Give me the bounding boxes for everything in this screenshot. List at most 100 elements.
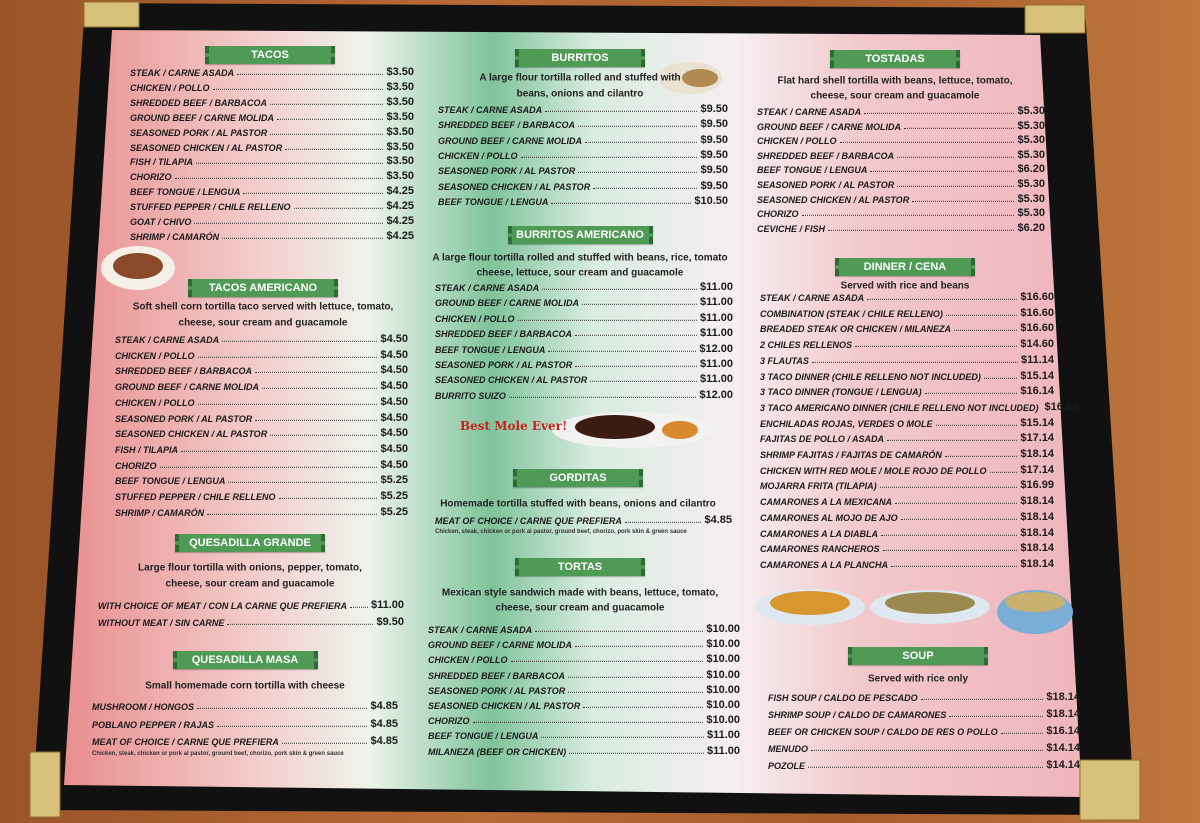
leader [228, 482, 378, 484]
leader [989, 471, 1018, 473]
leader [517, 319, 697, 321]
item-name: SEASONED CHICKEN / AL PASTOR [757, 194, 910, 205]
item-name: MUSHROOM / HONGOS [92, 701, 195, 712]
item-name: SHRIMP SOUP / CALDO DE CAMARONES [768, 709, 947, 720]
item-price: $5.30 [1017, 148, 1045, 161]
item-name: BURRITO SUIZO [435, 390, 506, 401]
item-name: SHREDDED BEEF / BARBACOA [428, 670, 566, 681]
item-price: $3.50 [386, 155, 414, 168]
section-title: GORDITAS [513, 469, 643, 487]
item-name: CHORIZO [130, 172, 172, 183]
item-price: $3.50 [386, 170, 414, 183]
leader [983, 377, 1018, 379]
leader [545, 110, 698, 112]
menu-item: SHRIMP / CAMARÓN $5.25 [115, 505, 408, 517]
section-description: cheese, sour cream and guacamole [810, 90, 980, 102]
item-name: 3 TACO DINNER (TONGUE / LENGUA) [760, 386, 922, 397]
menu-item: CHICKEN / POLLO $9.50 [438, 149, 728, 161]
item-name: CHORIZO [428, 715, 470, 726]
section-title: BURRITOS AMERICANO [507, 226, 653, 244]
item-name: SHREDDED BEEF / BARBACOA [435, 328, 573, 339]
menu-item: MUSHROOM / HONGOS $4.85 [92, 700, 398, 712]
item-name: SEASONED PORK / AL PASTOR [115, 413, 253, 424]
leader [881, 534, 1018, 536]
item-name: STUFFED PEPPER / CHILE RELLENO [130, 201, 291, 212]
menu-item: BREADED STEAK OR CHICKEN / MILANEZA $16.6… [760, 322, 1054, 334]
leader [270, 103, 384, 105]
item-price: $3.50 [386, 140, 414, 153]
item-name: STEAK / CARNE ASADA [760, 292, 865, 303]
item-price: $18.14 [1020, 526, 1054, 539]
item-name: SHRIMP FAJITAS / FAJITAS DE CAMARÓN [760, 449, 942, 460]
item-price: $4.85 [704, 513, 732, 526]
leader [181, 450, 378, 452]
item-name: CHICKEN WITH RED MOLE / MOLE ROJO DE POL… [760, 465, 987, 476]
item-name: GROUND BEEF / CARNE MOLIDA [130, 112, 274, 123]
leader [472, 721, 704, 723]
leader [897, 156, 1015, 158]
leader [575, 365, 697, 367]
item-name: STUFFED PEPPER / CHILE RELLENO [115, 491, 276, 502]
item-name: GROUND BEEF / CARNE MOLIDA [438, 135, 582, 146]
leader [510, 661, 704, 663]
leader [197, 707, 368, 709]
item-name: CAMARONES A LA DIABLA [760, 528, 878, 539]
item-name: CHICKEN / POLLO [438, 150, 518, 161]
item-name: CHICKEN / POLLO [115, 397, 195, 408]
leader [578, 171, 698, 173]
item-price: $11.00 [706, 744, 740, 757]
item-price: $16.60 [1020, 306, 1054, 319]
section-title: TORTAS [515, 558, 645, 576]
item-name: 3 TACO AMERICANO DINNER (CHILE RELLENO N… [760, 402, 1039, 413]
menu-item: SEASONED PORK / AL PASTOR $11.00 [435, 358, 733, 370]
item-price: $11.00 [699, 357, 733, 370]
menu-item: SHRIMP FAJITAS / FAJITAS DE CAMARÓN $18.1… [760, 448, 1054, 460]
menu-item: CEVICHE / FISH $6.20 [757, 222, 1045, 234]
section-description: A large flour tortilla rolled and stuffe… [432, 252, 728, 264]
menu-item: BEEF OR CHICKEN SOUP / CALDO DE RES O PO… [768, 725, 1080, 737]
item-name: SHRIMP / CAMARÓN [115, 507, 205, 518]
menu-item: CHORIZO $3.50 [130, 170, 414, 182]
menu-item: SHREDDED BEEF / BARBACOA $5.30 [757, 149, 1045, 161]
leader [174, 178, 384, 180]
menu-item: STEAK / CARNE ASADA $9.50 [438, 103, 728, 115]
menu-item: FISH / TILAPIA $4.50 [115, 443, 408, 455]
menu-item: STEAK / CARNE ASADA $11.00 [435, 281, 733, 293]
section-description: cheese, sour cream and guacamole [495, 602, 665, 614]
menu-item: BEEF TONGUE / LENGUA $10.50 [438, 195, 728, 207]
menu-item: GROUND BEEF / CARNE MOLIDA $3.50 [130, 110, 414, 122]
section-title: TACOS [205, 46, 335, 64]
item-name: FISH / TILAPIA [130, 157, 193, 168]
menu-item: GOAT / CHIVO $4.25 [130, 215, 414, 227]
item-name: STEAK / CARNE ASADA [115, 334, 220, 345]
leader [541, 737, 704, 739]
item-price: $16.14 [1020, 384, 1054, 397]
section-note: Chicken, steak, chicken or pork al pasto… [92, 751, 344, 757]
item-name: 3 FLAUTAS [760, 355, 809, 366]
menu-item: CAMARONES A LA DIABLA $18.14 [760, 526, 1054, 538]
section-description: Soft shell corn tortilla taco served wit… [132, 301, 394, 313]
item-price: $5.30 [1017, 206, 1045, 219]
leader [569, 752, 704, 754]
item-name: CHORIZO [757, 208, 799, 219]
item-name: SEASONED CHICKEN / AL PASTOR [435, 375, 588, 386]
item-price: $4.50 [380, 395, 408, 408]
leader [217, 725, 368, 727]
item-name: BEEF TONGUE / LENGUA [115, 476, 226, 487]
leader [197, 403, 378, 405]
section-note: Chicken, steak, chicken or pork al pasto… [435, 529, 687, 535]
item-name: GROUND BEEF / CARNE MOLIDA [428, 639, 572, 650]
item-price: $10.00 [706, 668, 740, 681]
item-name: SHREDDED BEEF / BARBACOA [757, 150, 895, 161]
menu-item: SHREDDED BEEF / BARBACOA $10.00 [428, 668, 740, 680]
menu-item: WITH CHOICE OF MEAT / CON LA CARNE QUE P… [98, 599, 404, 611]
leader [582, 304, 697, 306]
menu-item: GROUND BEEF / CARNE MOLIDA $9.50 [438, 133, 728, 145]
item-price: $18.14 [1046, 690, 1080, 703]
item-price: $9.50 [376, 615, 404, 628]
section-description: Flat hard shell tortilla with beans, let… [777, 75, 1013, 87]
item-price: $9.50 [700, 118, 728, 131]
menu-item: BEEF TONGUE / LENGUA $11.00 [428, 729, 740, 741]
item-price: $12.00 [699, 342, 733, 355]
